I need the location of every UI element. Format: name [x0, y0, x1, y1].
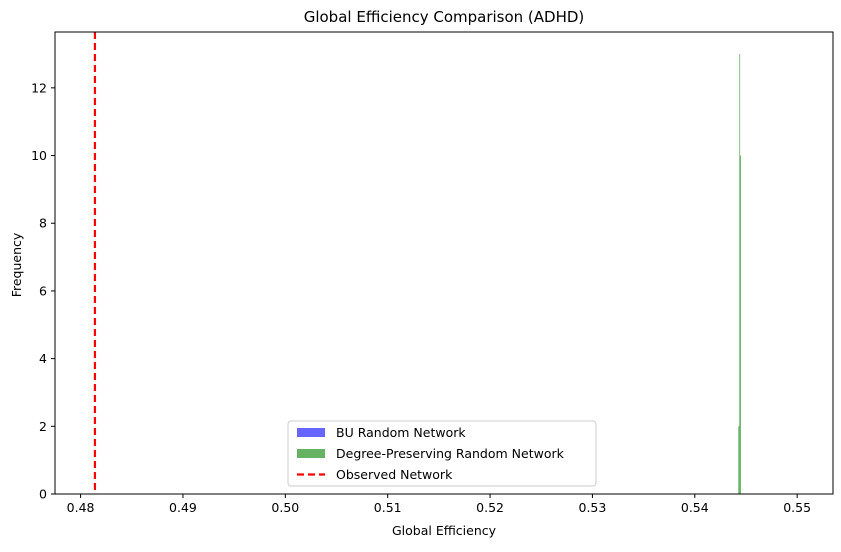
legend: BU Random Network Degree-Preserving Rando…	[287, 420, 597, 487]
legend-swatch	[297, 449, 325, 458]
y-tick-label: 6	[39, 283, 47, 298]
y-tick-label: 0	[39, 487, 47, 502]
y-tick-label: 8	[39, 216, 47, 231]
x-tick-label: 0.49	[169, 500, 197, 515]
histogram-bar	[739, 155, 741, 495]
y-tick-label: 12	[31, 80, 47, 95]
legend-box	[287, 420, 597, 487]
x-tick-label: 0.55	[783, 500, 811, 515]
y-axis-label: Frequency	[9, 232, 24, 297]
y-tick-label: 10	[31, 148, 47, 163]
legend-label: BU Random Network	[336, 425, 466, 440]
x-axis-label: Global Efficiency	[392, 523, 497, 538]
x-axis-ticks: 0.48 0.49 0.50 0.51 0.52 0.53 0.54 0.55	[67, 494, 811, 515]
y-tick-label: 4	[39, 351, 47, 366]
legend-swatch	[297, 428, 325, 437]
x-tick-label: 0.51	[374, 500, 402, 515]
y-axis-ticks: 0 2 4 6 8 10 12	[31, 80, 55, 502]
histogram-bar	[739, 54, 741, 494]
plot-area	[54, 31, 834, 495]
legend-label: Degree-Preserving Random Network	[336, 446, 565, 461]
plot-frame	[54, 31, 834, 495]
y-tick-label: 2	[39, 419, 47, 434]
x-tick-label: 0.54	[681, 500, 709, 515]
x-tick-label: 0.52	[476, 500, 504, 515]
x-tick-label: 0.53	[579, 500, 607, 515]
x-tick-label: 0.48	[67, 500, 95, 515]
x-tick-label: 0.50	[271, 500, 299, 515]
histogram-bar	[738, 426, 740, 494]
chart-title: Global Efficiency Comparison (ADHD)	[304, 8, 585, 26]
legend-label: Observed Network	[336, 467, 453, 482]
